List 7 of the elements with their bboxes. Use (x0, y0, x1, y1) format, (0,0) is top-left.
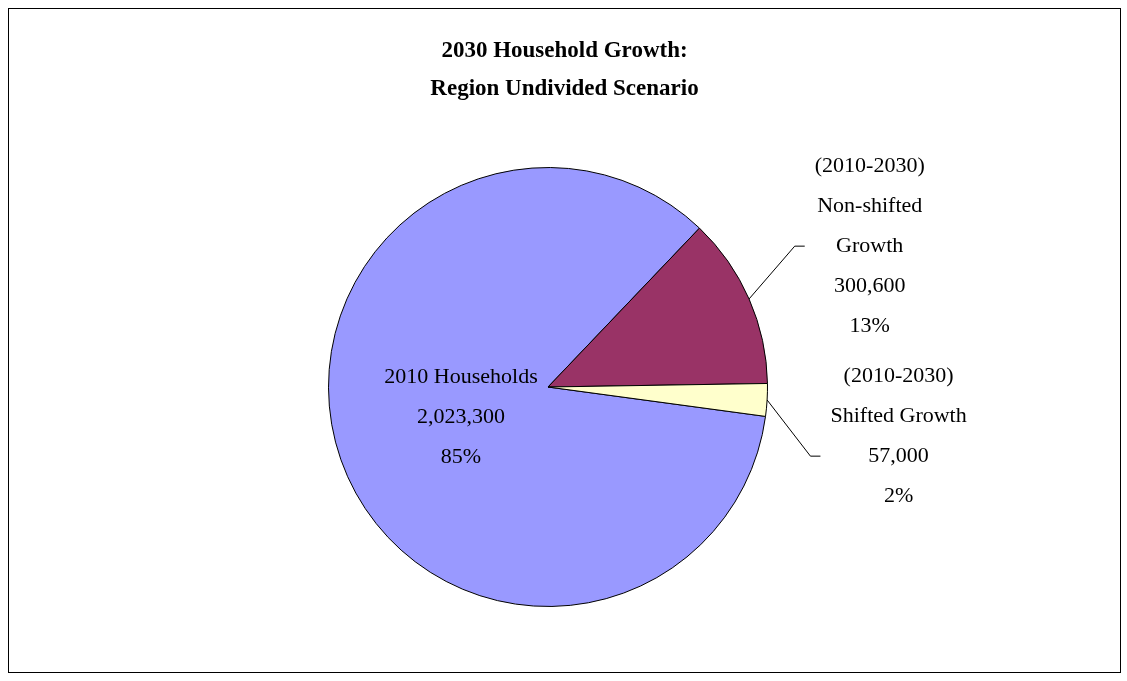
data-label: 2,023,300 85% (417, 403, 506, 469)
slice-label: 2010 Households (384, 363, 538, 389)
data-label: 57,000 2% (868, 441, 929, 507)
slice-label: (2010-2030) Non-shifted Growth (814, 151, 925, 257)
data-label: 300,600 13% (833, 271, 906, 337)
slice-label: (2010-2030) Shifted Growth (830, 361, 967, 427)
chart-title: 2030 Household Growth: Region Undivided Scenario (429, 36, 700, 102)
